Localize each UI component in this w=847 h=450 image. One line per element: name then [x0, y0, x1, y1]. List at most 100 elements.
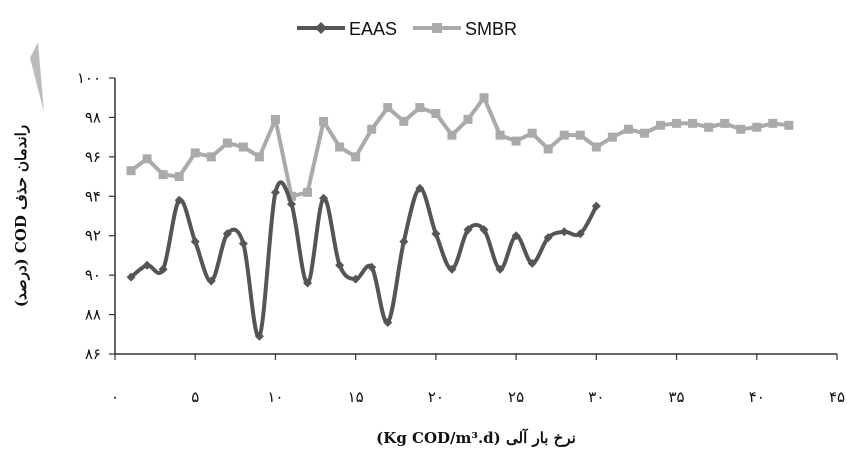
data-point-eaas [190, 237, 200, 247]
data-point-eaas [559, 227, 569, 237]
data-point-eaas [206, 276, 216, 286]
data-point-eaas [174, 195, 184, 205]
data-point-eaas [142, 260, 152, 270]
data-point-smbr [736, 124, 746, 134]
data-point-smbr [383, 103, 393, 113]
y-tick-label: ۹۴ [85, 187, 101, 205]
data-point-smbr [254, 152, 264, 162]
data-point-eaas [543, 233, 553, 243]
x-tick-label: ۳۵ [668, 388, 684, 406]
data-point-eaas [351, 274, 361, 284]
data-point-eaas [319, 193, 329, 203]
x-tick-label: ۱۰ [267, 388, 283, 406]
x-tick-label: ۵ [191, 388, 199, 406]
y-tick-label: ۹۸ [85, 108, 101, 126]
legend-label-eaas: EAAS [349, 19, 397, 39]
data-point-smbr [591, 142, 601, 152]
x-tick-label: ۴۵ [829, 388, 845, 406]
y-tick-label: ۹۰ [85, 266, 101, 284]
data-point-smbr [688, 118, 698, 128]
data-point-smbr [720, 118, 730, 128]
x-tick-label: ۲۰ [428, 388, 444, 406]
data-point-eaas [511, 231, 521, 241]
data-point-eaas [367, 262, 377, 272]
data-point-eaas [254, 331, 264, 341]
series-line-eaas [129, 180, 599, 339]
x-tick-label: ۰ [111, 388, 119, 406]
data-point-eaas [383, 317, 393, 327]
data-point-smbr [222, 138, 232, 148]
data-point-eaas [270, 187, 280, 197]
data-point-eaas [575, 229, 585, 239]
y-ticks: ۸۶ ۸۸ ۹۰ ۹۲ ۹۴ ۹۶ ۹۸ ۱۰۰ [77, 69, 115, 363]
x-tick-label: ۳۰ [588, 388, 604, 406]
data-point-smbr [270, 114, 280, 124]
data-point-eaas [431, 229, 441, 239]
data-point-smbr [158, 170, 168, 180]
data-point-smbr [431, 108, 441, 118]
data-point-smbr [351, 152, 361, 162]
data-point-smbr [367, 124, 377, 134]
legend-marker-eaas [315, 22, 327, 34]
data-point-smbr [607, 132, 617, 142]
data-point-eaas [591, 201, 601, 211]
legend: EAAS SMBR [297, 19, 517, 39]
data-point-eaas [158, 264, 168, 274]
data-point-smbr [768, 118, 778, 128]
data-point-smbr [527, 128, 537, 138]
y-tick-label: ۱۰۰ [77, 69, 101, 87]
x-ticks: ۰ ۵ ۱۰ ۱۵ ۲۰ ۲۵ ۳۰ ۳۵ ۴۰ ۴۵ [111, 354, 845, 406]
data-point-smbr [543, 144, 553, 154]
y-tick-label: ۸۸ [85, 306, 101, 324]
data-point-smbr [206, 152, 216, 162]
x-tick-label: ۱۵ [348, 388, 364, 406]
data-point-smbr [575, 130, 585, 140]
data-point-smbr [639, 128, 649, 138]
data-point-eaas [286, 199, 296, 209]
data-point-smbr [752, 122, 762, 132]
data-point-smbr [704, 122, 714, 132]
data-point-eaas [222, 229, 232, 239]
data-point-eaas [527, 258, 537, 268]
data-point-smbr [447, 130, 457, 140]
data-point-smbr [238, 142, 248, 152]
data-point-smbr [672, 118, 682, 128]
data-point-smbr [190, 148, 200, 158]
data-point-smbr [286, 191, 296, 201]
data-point-smbr [479, 93, 489, 103]
data-point-smbr [142, 154, 152, 164]
legend-marker-smbr [432, 23, 442, 33]
data-point-eaas [463, 225, 473, 235]
data-point-eaas [238, 239, 248, 249]
data-point-smbr [174, 172, 184, 182]
data-point-smbr [399, 116, 409, 126]
data-point-eaas [415, 183, 425, 193]
y-axis-side-accent [30, 42, 44, 112]
data-point-smbr [559, 130, 569, 140]
data-point-eaas [399, 237, 409, 247]
data-point-smbr [319, 116, 329, 126]
legend-label-smbr: SMBR [465, 19, 517, 39]
data-point-smbr [784, 120, 794, 130]
series-layer [126, 93, 794, 341]
y-tick-label: ۹۶ [85, 148, 101, 166]
x-tick-label: ۴۰ [749, 388, 765, 406]
data-point-smbr [126, 166, 136, 176]
data-point-eaas [335, 260, 345, 270]
data-point-smbr [463, 114, 473, 124]
y-tick-label: ۹۲ [85, 227, 101, 245]
y-axis-title: راندمان حذف COD (درصد) [12, 125, 30, 307]
y-tick-label: ۸۶ [85, 345, 101, 363]
data-point-smbr [656, 120, 666, 130]
data-point-smbr [495, 130, 505, 140]
x-axis-title: نرخ بار آلی (Kg COD/m³.d) [376, 428, 576, 447]
data-point-smbr [303, 187, 313, 197]
data-point-eaas [479, 225, 489, 235]
data-point-eaas [495, 264, 505, 274]
data-point-smbr [623, 124, 633, 134]
x-tick-label: ۲۵ [508, 388, 524, 406]
data-point-eaas [303, 278, 313, 288]
data-point-smbr [335, 142, 345, 152]
data-point-smbr [511, 136, 521, 146]
